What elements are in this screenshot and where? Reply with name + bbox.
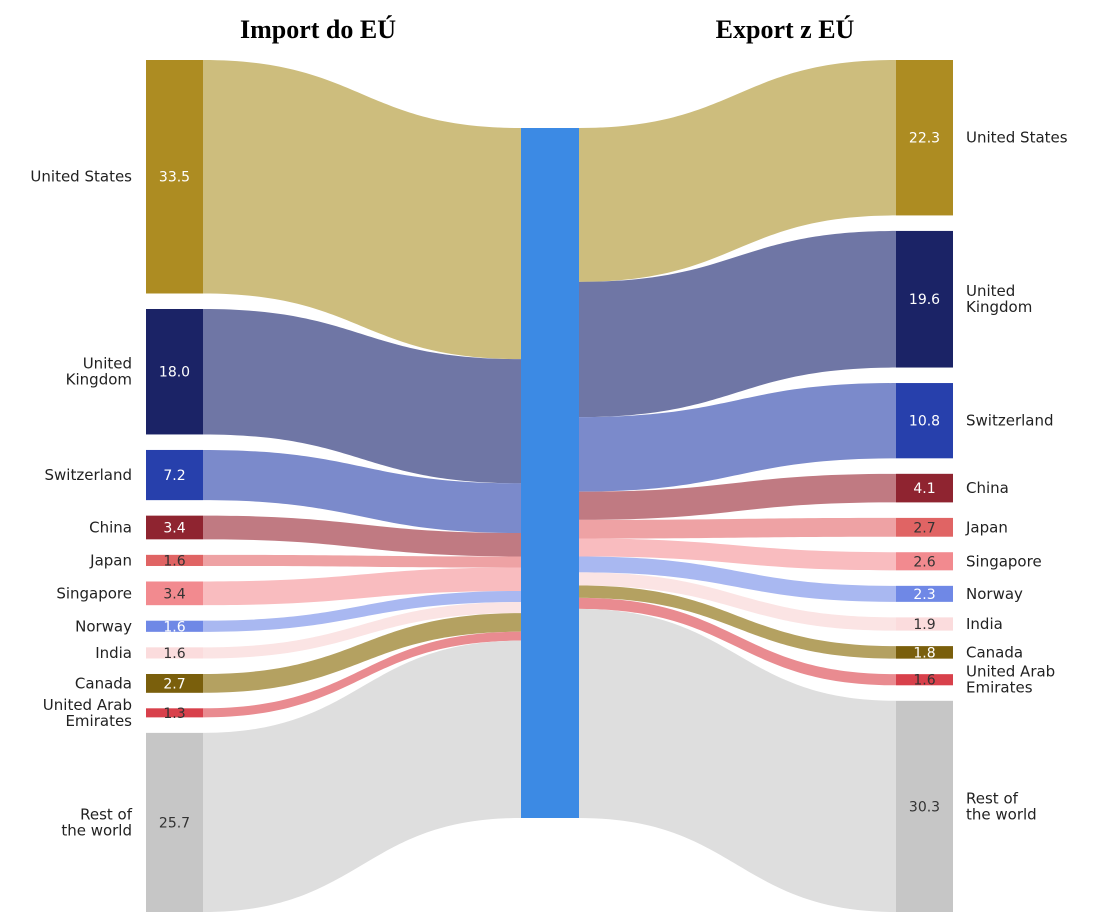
export-label-in: India (966, 615, 1003, 633)
export-flow-jp (579, 517, 896, 539)
import-node-uk (146, 308, 203, 435)
export-value-in: 1.9 (913, 617, 935, 633)
export-flow-ca (579, 585, 896, 659)
import-value-ae: 1.3 (163, 706, 185, 722)
import-flow-no (203, 590, 521, 632)
export-flow-rw (579, 608, 896, 912)
import-value-no: 1.6 (163, 619, 185, 635)
import-value-uk: 18.0 (159, 365, 190, 381)
import-value-us: 33.5 (159, 170, 190, 186)
import-value-ca: 2.7 (163, 676, 185, 692)
import-label-ae: United Arab Emirates (43, 696, 132, 730)
export-value-no: 2.3 (913, 587, 935, 603)
import-node-sg (146, 581, 203, 606)
import-value-jp: 1.6 (163, 553, 185, 569)
export-flow-us (579, 60, 896, 282)
export-flow-no (579, 556, 896, 602)
import-label-sg: Singapore (56, 584, 132, 602)
import-value-in: 1.6 (163, 646, 185, 662)
import-label-jp: Japan (89, 551, 132, 569)
export-node-ca (896, 646, 953, 659)
import-node-cn (146, 515, 203, 540)
export-label-no: Norway (966, 585, 1023, 603)
export-label-cn: China (966, 479, 1009, 497)
import-label-no: Norway (75, 617, 132, 635)
import-label-ca: Canada (75, 674, 132, 692)
import-title: Import do EÚ (240, 15, 396, 44)
import-label-ch: Switzerland (45, 466, 133, 484)
import-node-ae (146, 708, 203, 718)
export-flow-ch (579, 383, 896, 492)
import-node-ch (146, 449, 203, 501)
nodes-group (146, 60, 953, 912)
export-node-cn (896, 473, 953, 503)
import-flow-ae (203, 631, 521, 718)
export-node-rw (896, 700, 953, 912)
import-flow-jp (203, 554, 521, 568)
export-value-cn: 4.1 (913, 481, 935, 497)
import-flow-sg (203, 567, 521, 606)
import-label-us: United States (30, 168, 132, 186)
export-flow-uk (579, 230, 896, 418)
export-node-us (896, 60, 953, 216)
import-value-cn: 3.4 (163, 520, 185, 536)
export-label-ca: Canada (966, 643, 1023, 661)
import-value-rw: 25.7 (159, 815, 190, 831)
import-label-cn: China (89, 518, 132, 536)
import-label-rw: Rest of the world (61, 805, 132, 839)
export-node-jp (896, 517, 953, 537)
export-flow-sg (579, 538, 896, 571)
export-value-ch: 10.8 (909, 414, 940, 430)
export-label-uk: United Kingdom (966, 282, 1032, 316)
export-value-rw: 30.3 (909, 799, 940, 815)
export-value-ae: 1.6 (913, 673, 935, 689)
export-value-ca: 1.8 (913, 645, 935, 661)
import-label-uk: United Kingdom (66, 355, 132, 389)
import-value-ch: 7.2 (163, 468, 185, 484)
import-flow-in (203, 602, 521, 659)
export-title: Export z EÚ (716, 15, 855, 44)
eu-center-bar (521, 128, 579, 818)
export-label-sg: Singapore (966, 552, 1042, 570)
export-node-sg (896, 552, 953, 571)
import-flow-us (203, 60, 521, 360)
export-node-ae (896, 674, 953, 686)
export-value-uk: 19.6 (909, 292, 940, 308)
flows-group (203, 60, 896, 912)
import-flow-ca (203, 613, 521, 693)
export-label-us: United States (966, 129, 1068, 147)
export-node-no (896, 585, 953, 602)
export-value-sg: 2.6 (913, 554, 935, 570)
import-node-no (146, 620, 203, 632)
export-value-us: 22.3 (909, 131, 940, 147)
export-label-ch: Switzerland (966, 412, 1054, 430)
export-flow-ae (579, 597, 896, 686)
export-label-rw: Rest of the world (966, 789, 1037, 823)
import-node-jp (146, 554, 203, 566)
import-value-sg: 3.4 (163, 586, 185, 602)
export-value-jp: 2.7 (913, 520, 935, 536)
import-flow-ch (203, 449, 521, 534)
import-label-in: India (95, 644, 132, 662)
labels-group: 33.5 United States 18.0 United Kingdom 7.2 Swi… (30, 129, 1067, 840)
import-node-rw (146, 732, 203, 912)
import-node-ca (146, 673, 203, 693)
export-node-in (896, 617, 953, 631)
import-flow-rw (203, 640, 521, 912)
import-node-us (146, 60, 203, 294)
import-flow-uk (203, 308, 521, 484)
export-node-uk (896, 230, 953, 368)
export-label-ae: United Arab Emirates (966, 663, 1055, 697)
export-node-ch (896, 383, 953, 459)
export-flow-cn (579, 473, 896, 520)
export-flow-in (579, 572, 896, 631)
export-label-jp: Japan (965, 518, 1008, 536)
import-node-in (146, 647, 203, 659)
import-flow-cn (203, 515, 521, 557)
